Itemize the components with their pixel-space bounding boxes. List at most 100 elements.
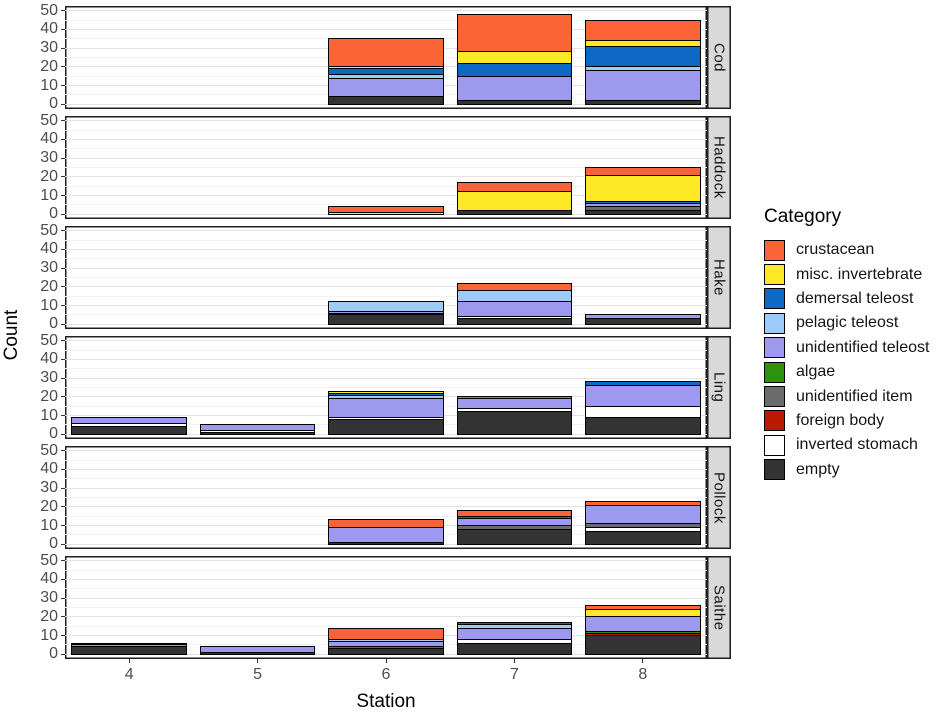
y-tick-mark xyxy=(61,450,65,452)
gridline-major xyxy=(65,267,707,269)
y-tick-label: 20 xyxy=(40,497,58,515)
y-tick-label: 40 xyxy=(40,460,58,478)
facet-strip-ling: Ling xyxy=(707,336,731,439)
y-tick-label: 50 xyxy=(40,331,58,349)
y-tick-label: 20 xyxy=(40,607,58,625)
legend-label: misc. invertebrate xyxy=(796,265,923,283)
y-tick-mark xyxy=(61,377,65,379)
gridline-minor xyxy=(65,129,707,131)
bar-segment xyxy=(585,318,701,325)
gridline-minor xyxy=(65,387,707,388)
legend-item-algae: algae xyxy=(764,360,929,384)
y-tick-label: 10 xyxy=(40,76,58,94)
y-tick-mark xyxy=(61,176,65,178)
facet-panel-ling xyxy=(65,336,707,439)
y-tick-mark xyxy=(61,157,65,159)
x-tick-label: 6 xyxy=(381,666,391,683)
bar-segment xyxy=(199,646,316,653)
legend-label: pelagic teleost xyxy=(796,314,899,332)
y-tick-mark xyxy=(61,267,65,269)
gridline-minor xyxy=(65,497,707,498)
facet-strip-cod: Cod xyxy=(707,6,731,109)
legend-label: algae xyxy=(796,363,836,381)
x-axis-title: Station xyxy=(356,691,416,712)
y-tick-label: 20 xyxy=(40,277,58,295)
bar-segment xyxy=(328,418,444,435)
y-tick-mark xyxy=(61,47,65,49)
bar-segment xyxy=(199,424,316,432)
facet-panel-cod xyxy=(65,6,707,109)
gridline-major xyxy=(65,616,707,618)
gridline-minor xyxy=(65,625,707,627)
gridline-minor xyxy=(65,148,707,150)
gridline-major xyxy=(65,138,707,140)
bar-segment xyxy=(456,62,573,77)
y-tick-label: 30 xyxy=(40,39,58,57)
bar-segment xyxy=(585,416,701,435)
gridline-minor xyxy=(65,349,707,351)
y-tick-mark xyxy=(61,578,65,580)
gridline-major xyxy=(65,248,707,250)
y-tick-mark xyxy=(61,487,65,489)
bar-segment xyxy=(328,390,444,394)
gridline-major xyxy=(65,157,707,159)
x-tick-mark xyxy=(128,659,130,663)
y-tick-label: 10 xyxy=(40,626,58,644)
legend-item-misc-invertebrate: misc. invertebrate xyxy=(764,262,929,286)
y-tick-label: 30 xyxy=(40,369,58,387)
gridline-major xyxy=(65,578,707,580)
bar-segment xyxy=(585,174,701,202)
bar-segment xyxy=(585,605,701,610)
legend-swatch xyxy=(764,410,785,432)
bar-segment xyxy=(585,45,701,68)
y-tick-mark xyxy=(61,213,65,215)
gridline-major xyxy=(65,120,707,122)
legend-item-unidentified-teleost: unidentified teleost xyxy=(764,336,929,360)
bar-segment xyxy=(328,77,444,98)
gridline-minor xyxy=(65,569,707,571)
y-tick-label: 0 xyxy=(49,95,58,113)
bar-segment xyxy=(585,608,701,618)
y-tick-mark xyxy=(61,653,65,655)
legend-item-unidentified-item: unidentified item xyxy=(764,384,929,408)
legend-swatch xyxy=(764,459,785,481)
legend-item-demersal-teleost: demersal teleost xyxy=(764,287,929,311)
facet-strip-haddock: Haddock xyxy=(707,116,731,219)
y-tick-mark xyxy=(61,120,65,122)
gridline-minor xyxy=(65,185,707,187)
y-tick-mark xyxy=(61,525,65,527)
y-tick-label: 40 xyxy=(40,570,58,588)
bar-segment xyxy=(585,504,701,525)
gridline-major xyxy=(65,560,707,562)
y-tick-label: 40 xyxy=(40,130,58,148)
y-tick-label: 30 xyxy=(40,479,58,497)
facet-strip-label: Hake xyxy=(710,258,728,297)
gridline-major xyxy=(65,487,707,489)
gridline-minor xyxy=(65,295,707,297)
bar-segment xyxy=(328,526,444,543)
gridline-major xyxy=(65,28,707,30)
facet-strip-label: Saithe xyxy=(710,584,728,631)
y-tick-mark xyxy=(61,340,65,342)
x-tick-mark xyxy=(257,659,259,663)
y-tick-label: 40 xyxy=(40,20,58,38)
x-tick-mark xyxy=(385,659,387,663)
y-tick-label: 10 xyxy=(40,516,58,534)
y-tick-label: 0 xyxy=(49,535,58,553)
bar-segment xyxy=(456,290,573,303)
y-tick-mark xyxy=(61,28,65,30)
y-tick-mark xyxy=(61,468,65,470)
y-tick-label: 0 xyxy=(49,315,58,333)
legend-label: foreign body xyxy=(796,411,885,429)
gridline-major xyxy=(65,597,707,599)
legend-swatch xyxy=(764,239,785,261)
gridline-major xyxy=(65,358,707,360)
bar-segment xyxy=(328,648,444,655)
y-tick-mark xyxy=(61,103,65,105)
bar-segment xyxy=(456,622,573,625)
bar-segment xyxy=(328,301,444,312)
legend-item-pelagic-teleost: pelagic teleost xyxy=(764,311,929,335)
bar-segment xyxy=(585,385,701,407)
gridline-major xyxy=(65,506,707,508)
x-tick-label: 7 xyxy=(509,666,519,683)
